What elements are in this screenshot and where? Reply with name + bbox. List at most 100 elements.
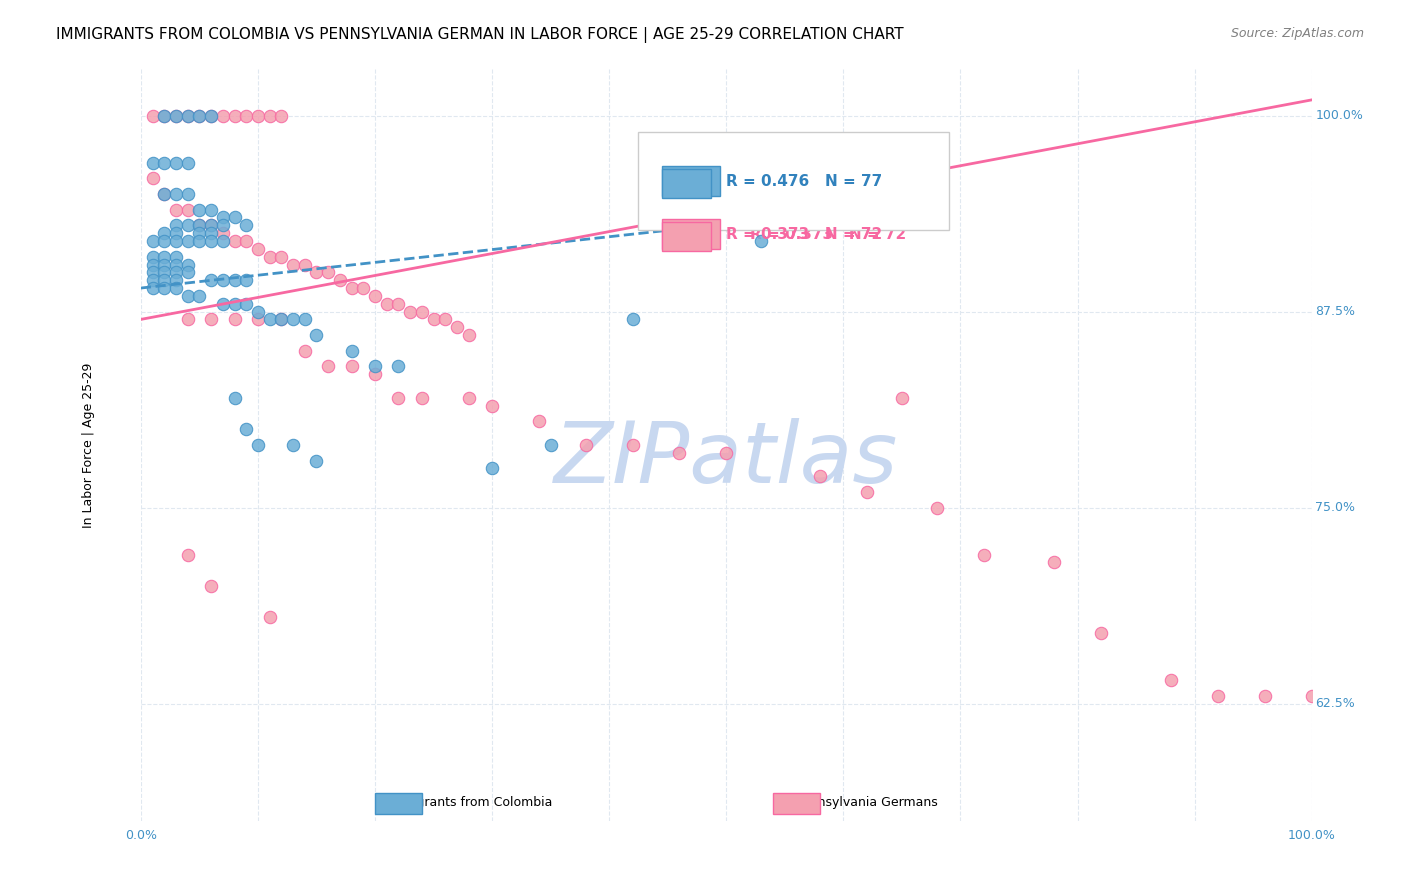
Point	[305, 265, 328, 279]
FancyBboxPatch shape	[773, 793, 820, 814]
Point	[211, 211, 233, 225]
Point	[422, 312, 444, 326]
Text: 100.0%: 100.0%	[1288, 829, 1336, 842]
Point	[890, 391, 912, 405]
Text: In Labor Force | Age 25-29: In Labor Force | Age 25-29	[82, 362, 94, 527]
Point	[751, 234, 773, 248]
Point	[165, 265, 187, 279]
Point	[176, 202, 198, 217]
Text: 75.0%: 75.0%	[1315, 501, 1355, 514]
Point	[176, 234, 198, 248]
Point	[176, 219, 198, 233]
Point	[153, 281, 176, 295]
Point	[294, 312, 316, 326]
Point	[375, 296, 398, 310]
FancyBboxPatch shape	[662, 167, 720, 196]
Point	[153, 265, 176, 279]
Point	[340, 281, 363, 295]
Point	[165, 202, 187, 217]
Point	[973, 548, 995, 562]
Point	[387, 296, 409, 310]
Point	[188, 234, 211, 248]
Point	[141, 171, 163, 186]
Point	[200, 234, 222, 248]
FancyBboxPatch shape	[375, 793, 422, 814]
Point	[364, 368, 387, 382]
Point	[200, 226, 222, 240]
Point	[165, 258, 187, 272]
Point	[176, 155, 198, 169]
Point	[153, 258, 176, 272]
Point	[259, 312, 281, 326]
Point	[200, 312, 222, 326]
Point	[270, 250, 292, 264]
Point	[153, 273, 176, 287]
Point	[1206, 689, 1229, 703]
Point	[294, 258, 316, 272]
Point	[235, 296, 257, 310]
Point	[259, 109, 281, 123]
FancyBboxPatch shape	[662, 222, 711, 251]
Point	[188, 219, 211, 233]
Point	[1090, 626, 1112, 640]
Point	[246, 312, 269, 326]
Point	[165, 234, 187, 248]
Point	[176, 186, 198, 201]
Point	[200, 109, 222, 123]
Point	[270, 312, 292, 326]
Point	[153, 186, 176, 201]
Point	[387, 391, 409, 405]
Point	[259, 250, 281, 264]
Point	[188, 109, 211, 123]
Point	[411, 391, 433, 405]
Point	[200, 219, 222, 233]
Point	[211, 234, 233, 248]
Point	[575, 438, 598, 452]
Point	[153, 234, 176, 248]
Point	[188, 109, 211, 123]
Point	[246, 438, 269, 452]
Point	[141, 281, 163, 295]
Point	[352, 281, 374, 295]
Point	[246, 109, 269, 123]
Text: IMMIGRANTS FROM COLOMBIA VS PENNSYLVANIA GERMAN IN LABOR FORCE | AGE 25-29 CORRE: IMMIGRANTS FROM COLOMBIA VS PENNSYLVANIA…	[56, 27, 904, 43]
Text: R = 0.476   N = 77: R = 0.476 N = 77	[749, 174, 905, 189]
Point	[165, 273, 187, 287]
Point	[188, 226, 211, 240]
Point	[294, 343, 316, 358]
Point	[621, 438, 644, 452]
Point	[224, 211, 246, 225]
Point	[153, 109, 176, 123]
Point	[305, 453, 328, 467]
Point	[165, 155, 187, 169]
Point	[153, 155, 176, 169]
Point	[399, 304, 422, 318]
Point	[1301, 689, 1323, 703]
Point	[141, 273, 163, 287]
Point	[224, 296, 246, 310]
Point	[411, 304, 433, 318]
Point	[259, 610, 281, 624]
Point	[165, 219, 187, 233]
Point	[481, 461, 503, 475]
Point	[224, 273, 246, 287]
Point	[153, 250, 176, 264]
Point	[211, 109, 233, 123]
Point	[176, 109, 198, 123]
Point	[224, 312, 246, 326]
Point	[527, 414, 550, 428]
Point	[1043, 556, 1066, 570]
Point	[281, 312, 304, 326]
Point	[141, 265, 163, 279]
Point	[200, 579, 222, 593]
Point	[1254, 689, 1277, 703]
Point	[340, 343, 363, 358]
FancyBboxPatch shape	[662, 219, 720, 249]
Text: 87.5%: 87.5%	[1315, 305, 1355, 318]
FancyBboxPatch shape	[638, 133, 949, 230]
Point	[141, 155, 163, 169]
Text: ZIPatlas: ZIPatlas	[554, 418, 898, 501]
Point	[925, 500, 948, 515]
Point	[165, 109, 187, 123]
Point	[305, 328, 328, 343]
